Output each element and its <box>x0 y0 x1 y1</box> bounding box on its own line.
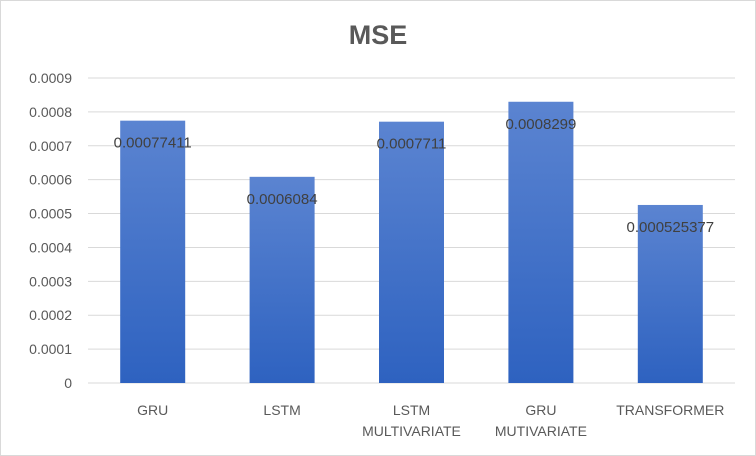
y-tick-label: 0.0005 <box>29 206 72 222</box>
y-axis-tick-labels: 0 0.0001 0.0002 0.0003 0.0004 0.0005 0.0006 0.0… <box>29 70 72 391</box>
x-axis-category-labels: GRU LSTM LSTM MULTIVARIATE GRU MUTIVARIATE TRA… <box>137 402 724 439</box>
data-labels: 0.00077411 0.0006084 0.0007711 0.0008299 0.0… <box>114 116 714 236</box>
bar <box>249 176 315 383</box>
y-tick-label: 0.0003 <box>29 273 72 289</box>
data-label: 0.000525377 <box>627 219 715 236</box>
category-label: LSTM MULTIVARIATE <box>362 402 461 439</box>
data-label: 0.00077411 <box>114 135 192 152</box>
y-tick-label: 0.0007 <box>29 138 72 154</box>
data-label: 0.0008299 <box>505 116 576 133</box>
chart-title: MSE <box>348 20 408 50</box>
category-label: GRU <box>137 402 168 418</box>
y-tick-label: 0.0002 <box>29 307 72 323</box>
bar <box>637 204 703 383</box>
category-label: GRU MUTIVARIATE <box>495 402 587 439</box>
y-tick-label: 0.0001 <box>29 341 72 357</box>
bar <box>120 120 186 383</box>
y-tick-label: 0.0009 <box>29 70 72 86</box>
y-tick-label: 0.0008 <box>29 104 72 120</box>
category-label: LSTM <box>263 402 300 418</box>
bar <box>379 121 444 384</box>
y-tick-label: 0 <box>64 375 72 391</box>
bar <box>508 101 574 384</box>
y-tick-label: 0.0006 <box>29 172 72 188</box>
data-label: 0.0006084 <box>247 191 318 208</box>
data-label: 0.0007711 <box>377 136 447 153</box>
y-tick-label: 0.0004 <box>29 239 72 255</box>
category-label: TRANSFORMER <box>616 402 724 418</box>
bars <box>120 101 703 384</box>
